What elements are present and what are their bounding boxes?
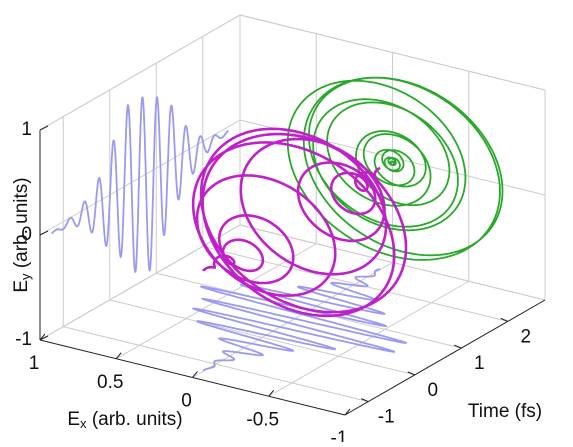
z-axis-title: Ey (arb. units)	[11, 177, 33, 292]
y-tick-label: 0	[427, 380, 438, 401]
grid-line	[39, 14, 241, 131]
x-tick	[39, 333, 46, 341]
x-tick	[192, 371, 198, 378]
trajectory	[191, 127, 408, 318]
y-axis-title: Time (fs)	[468, 401, 542, 422]
z-tick-label: 1	[21, 119, 32, 140]
z-unit: (arb. units)	[11, 177, 32, 273]
z-symbol: E	[11, 280, 32, 293]
x-tick-label: -0.5	[246, 409, 279, 430]
floor-projection	[192, 268, 408, 372]
y-tick	[454, 344, 462, 349]
y-axis	[344, 299, 546, 416]
z-subscript: y	[18, 273, 33, 280]
grid-line	[202, 245, 508, 322]
x-tick	[344, 408, 351, 416]
x-tick-label: -1	[331, 428, 348, 442]
grid-line	[192, 262, 393, 378]
z-tick-label: -1	[15, 329, 32, 350]
y-tick	[407, 371, 415, 376]
z-tick	[39, 125, 49, 131]
z-tick	[39, 335, 49, 341]
curves	[51, 76, 504, 372]
z-tick	[39, 230, 49, 236]
x-tick-label: 0.5	[97, 372, 123, 393]
back-projection	[286, 76, 504, 261]
grid-line	[268, 280, 469, 397]
x-tick	[115, 352, 122, 360]
x-tick	[268, 389, 275, 397]
box-frame	[39, 14, 546, 416]
y-tick	[500, 317, 508, 322]
x-axis-title: Ex (arb. units)	[67, 409, 182, 431]
x-unit: (arb. units)	[87, 409, 183, 430]
grid-line	[39, 119, 241, 236]
y-tick	[361, 398, 369, 403]
x-tick-label: 1	[29, 353, 40, 374]
grid-line	[39, 224, 241, 341]
y-tick-label: 2	[521, 326, 532, 347]
grid-line	[109, 299, 415, 376]
grid-line	[63, 326, 369, 403]
y-tick-label: -1	[378, 407, 395, 428]
z-tick-label: 0	[21, 224, 32, 245]
side-projection	[51, 96, 229, 273]
x-tick-label: 0	[181, 391, 192, 412]
x-subscript: x	[80, 416, 87, 431]
y-tick-label: 1	[474, 353, 485, 374]
x-symbol: E	[67, 409, 80, 430]
